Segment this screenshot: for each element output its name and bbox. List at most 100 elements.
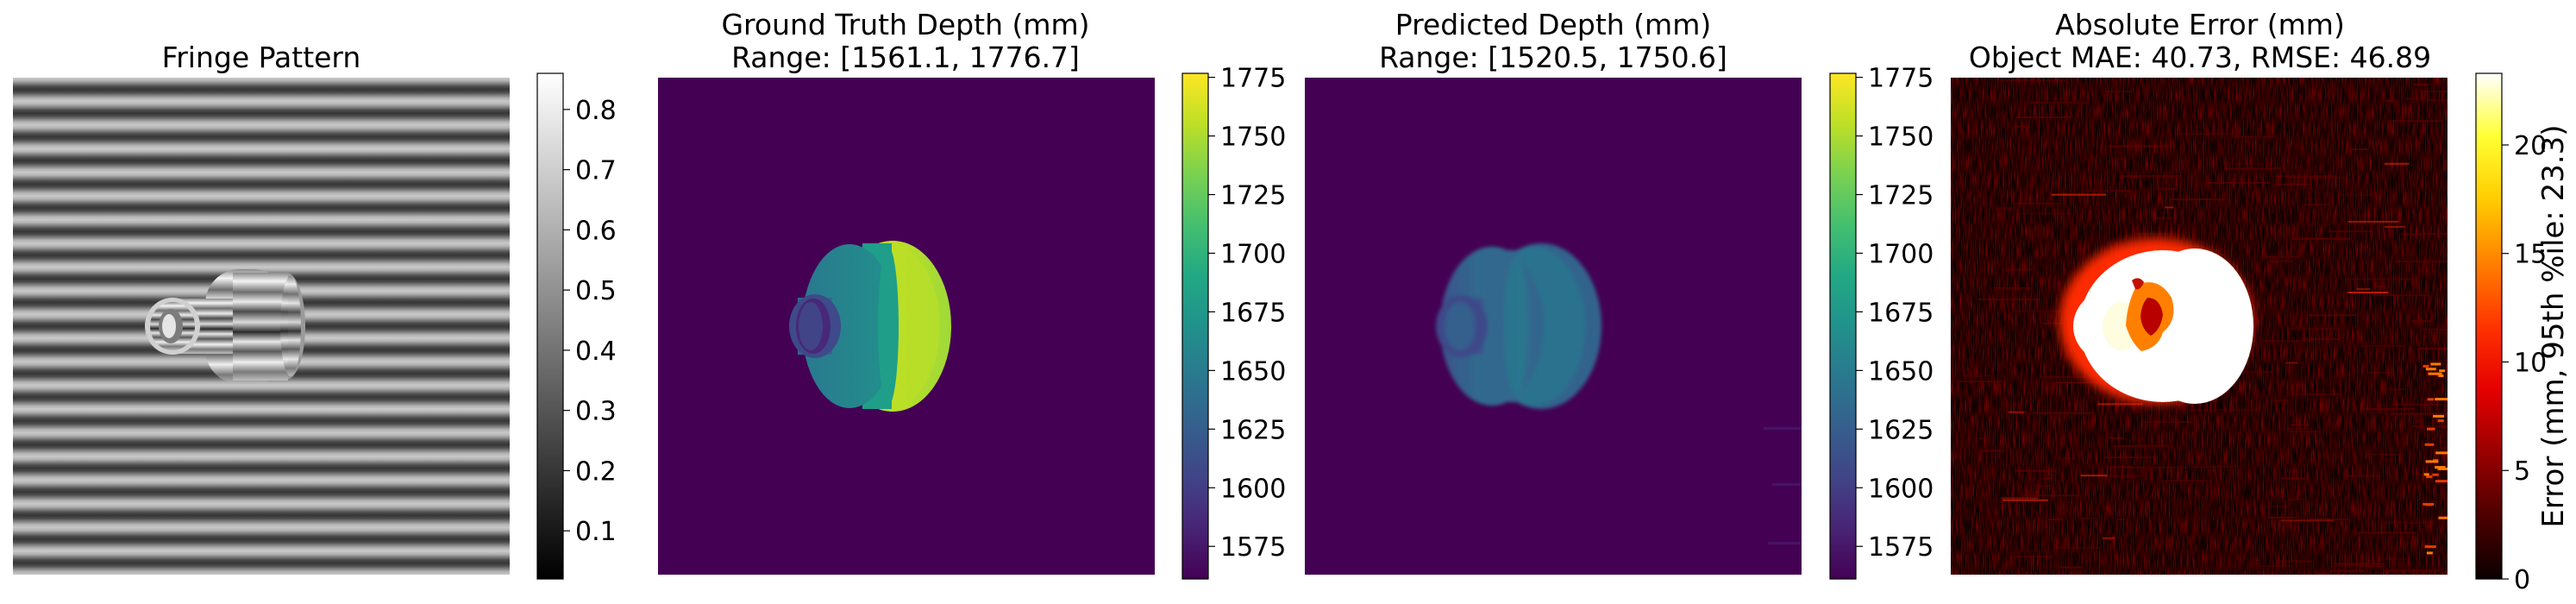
error-streak [2208, 469, 2216, 472]
colorbar-tick-label: 1700 [1868, 239, 1934, 269]
error-edge-artifact [2426, 503, 2433, 506]
error-streak [2347, 220, 2399, 223]
error-streak [2345, 475, 2380, 477]
error-streak [2291, 393, 2343, 395]
error-streak [2429, 99, 2448, 102]
error-streak [2028, 102, 2088, 104]
colorbar-tick-label: 0.7 [575, 156, 617, 186]
error-streak [2265, 506, 2289, 508]
error-streak [2281, 477, 2306, 480]
error-streak [2401, 233, 2448, 236]
error-streak [2015, 469, 2057, 472]
error-streak [2135, 232, 2168, 235]
error-streak [2081, 517, 2091, 519]
error-streak [2022, 494, 2078, 497]
colorbar-tick-label: 1650 [1868, 356, 1934, 387]
colorbar-tick-label: 0.3 [575, 397, 617, 427]
error-streak [2109, 437, 2124, 439]
colorbar-tick-label: 1750 [1868, 123, 1934, 153]
error-streak [2152, 217, 2173, 219]
colorbar-tick-label: 1675 [1220, 298, 1286, 328]
colorbar-tick-label: 1675 [1868, 298, 1934, 328]
error-edge-artifact [2435, 466, 2446, 469]
colorbar-tick-label: 5 [2514, 456, 2530, 487]
error-streak [2319, 573, 2345, 575]
error-streak [2158, 188, 2178, 191]
error-streak [2266, 516, 2296, 519]
error-streak [2414, 83, 2429, 85]
error-streak [2143, 420, 2193, 423]
error-streak [2418, 91, 2448, 93]
error-streak [2331, 565, 2385, 568]
error-streak [2059, 566, 2082, 569]
colorbar-tick-label: 15 [2514, 240, 2547, 270]
colorbar-tick-label: 0 [2514, 565, 2530, 595]
colorbar-gray-bar [536, 72, 564, 580]
error-streak [2394, 403, 2442, 406]
pred-depth-image [1305, 78, 1802, 575]
error-streak [2384, 225, 2404, 228]
error-streak [2052, 193, 2107, 196]
error-streak [2161, 480, 2208, 482]
error-streak [2040, 375, 2085, 378]
error-streak [2385, 99, 2397, 102]
error-streak [2225, 371, 2272, 374]
error-streak [2347, 278, 2413, 280]
colorbar-tick-label: 1575 [1220, 532, 1286, 563]
error-streak [1957, 381, 2003, 383]
colorbar-hot-ticks: 0 5 10 15 20 [2502, 131, 2547, 595]
error-streak [2117, 519, 2125, 521]
gt-object [789, 241, 951, 412]
error-streak [2385, 521, 2436, 524]
error-streak [2269, 260, 2293, 262]
error-streak [2015, 203, 2063, 205]
colorbar-tick-label: 1625 [1868, 415, 1934, 445]
error-streak [2008, 411, 2025, 413]
colorbar-tick-label: 1600 [1220, 474, 1286, 504]
error-streak [2263, 340, 2312, 343]
error-streak [2278, 427, 2311, 430]
error-streak [2056, 381, 2115, 384]
error-streak [2234, 135, 2275, 138]
error-streak [2001, 497, 2038, 500]
error-streak [2190, 409, 2253, 412]
pred-artifacts [1764, 427, 1802, 544]
error-streak [2422, 543, 2431, 545]
error-streak [2404, 98, 2422, 100]
colorbar-tick-label: 1775 [1220, 64, 1286, 94]
error-edge-artifact [2422, 364, 2429, 368]
error-edge-artifact [2435, 480, 2448, 483]
error-streak [1995, 207, 2014, 210]
colorbar-tick-label: 0.2 [575, 456, 617, 487]
error-streak [2034, 485, 2051, 488]
error-streak [2339, 194, 2372, 197]
error-streak [2333, 563, 2385, 565]
error-streak [2351, 148, 2369, 151]
error-streak [2378, 557, 2408, 560]
colorbar-tick-label: 1650 [1220, 356, 1286, 387]
panel-predicted-depth: Predicted Depth (mm) Range: [1520.5, 175… [1305, 8, 1934, 580]
panel-ground-truth-depth: Ground Truth Depth (mm) Range: [1561.1, … [658, 8, 1286, 580]
colorbar-tick-label: 1600 [1868, 474, 1934, 504]
colorbar-tick-label: 1700 [1220, 239, 1286, 269]
error-edge-artifact [2435, 398, 2448, 401]
error-streak [2363, 408, 2416, 411]
colorbar-gt-bar [1181, 72, 1209, 580]
error-streak [2105, 475, 2141, 477]
error-edge-artifact [2438, 516, 2448, 519]
error-streak [2258, 565, 2294, 568]
colorbar-tick-label: 1725 [1220, 181, 1286, 211]
fringe-image [13, 78, 510, 575]
error-streak [2287, 176, 2344, 179]
error-streak [2276, 560, 2312, 563]
error-edge-artifact [2424, 545, 2436, 549]
error-streak [2420, 328, 2448, 330]
gt-depth-image [658, 78, 1155, 575]
error-streak [2280, 519, 2334, 522]
panel-title: Absolute Error (mm) [2055, 8, 2345, 41]
error-streak [2390, 120, 2442, 123]
error-streak [2290, 431, 2319, 433]
error-streak [1981, 450, 2005, 452]
error-streak [1993, 286, 2033, 289]
